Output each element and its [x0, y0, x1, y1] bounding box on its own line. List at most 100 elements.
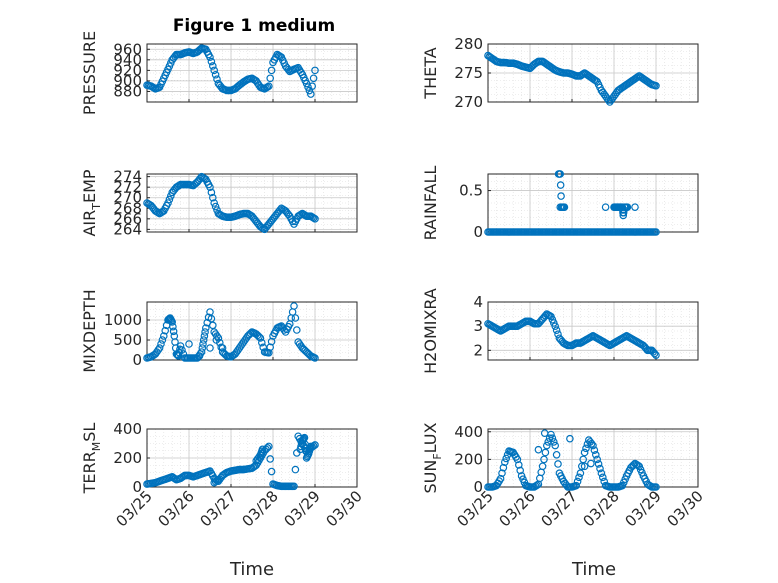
- data-point: [559, 203, 568, 211]
- data-point: [169, 474, 178, 482]
- axes-box: [146, 301, 358, 361]
- x-tick-label: 03/29: [622, 487, 665, 530]
- data-point: [309, 214, 318, 222]
- data-point: [175, 50, 184, 59]
- data-point: [297, 442, 305, 451]
- data-point: [576, 469, 585, 477]
- data-point: [253, 331, 262, 340]
- data-point: [527, 63, 536, 71]
- x-tick-label: 03/29: [281, 487, 324, 530]
- data-point: [204, 180, 213, 189]
- data-point: [545, 434, 554, 443]
- data-point: [591, 450, 600, 459]
- data-point: [580, 448, 589, 457]
- data-point: [183, 48, 192, 57]
- data-point: [495, 326, 504, 334]
- data-point: [502, 454, 511, 463]
- data-point: [262, 223, 270, 232]
- y-tick-label: 880: [113, 82, 142, 100]
- data-point: [179, 180, 188, 189]
- data-point: [611, 90, 620, 99]
- y-tick-label: 3: [473, 317, 483, 335]
- data-point: [297, 439, 306, 448]
- data-point: [562, 69, 571, 77]
- data-point: [199, 340, 207, 348]
- data-point: [267, 467, 276, 476]
- data-point: [169, 186, 178, 195]
- data-point: [621, 332, 630, 341]
- data-point: [232, 348, 241, 356]
- data-point: [612, 483, 621, 491]
- data-point: [290, 302, 298, 310]
- data-point: [291, 465, 300, 474]
- data-point: [210, 199, 219, 207]
- data-point: [650, 483, 659, 491]
- data-point: [209, 193, 217, 202]
- data-point: [306, 445, 314, 453]
- data-point: [587, 439, 596, 448]
- data-point: [650, 349, 659, 358]
- data-point: [292, 449, 301, 457]
- data-point: [238, 210, 247, 218]
- data-point: [267, 66, 276, 75]
- data-point: [183, 354, 192, 362]
- data-point: [262, 84, 270, 92]
- data-point: [551, 441, 560, 450]
- data-point: [200, 332, 209, 340]
- y-axis-label: H2OMIXRA: [421, 288, 440, 374]
- data-point: [573, 477, 582, 486]
- data-point: [570, 71, 579, 80]
- x-tick-label: 03/28: [239, 487, 282, 530]
- data-point: [146, 479, 154, 488]
- data-point: [210, 66, 219, 75]
- data-point: [566, 434, 574, 443]
- data-point: [590, 75, 599, 84]
- data-point: [604, 482, 613, 491]
- data-point: [500, 458, 509, 466]
- data-point: [631, 203, 639, 211]
- data-point: [512, 453, 520, 461]
- panel-7: 020040003/2503/2603/2703/2803/2903/30SUN…: [421, 422, 707, 530]
- data-point: [202, 324, 210, 332]
- data-point: [295, 340, 304, 348]
- data-point: [148, 352, 157, 360]
- data-point: [594, 460, 603, 468]
- x-tick-label: 03/28: [580, 487, 623, 530]
- data-point: [587, 332, 596, 341]
- data-point: [154, 346, 163, 354]
- data-point: [561, 479, 569, 488]
- data-point: [650, 228, 659, 236]
- data-point: [188, 354, 196, 362]
- data-point: [593, 455, 602, 464]
- data-point: [309, 353, 318, 362]
- data-point: [495, 228, 504, 236]
- data-point: [217, 343, 226, 352]
- data-point: [308, 82, 317, 90]
- data-point: [188, 49, 196, 57]
- data-point: [540, 455, 548, 464]
- data-point: [619, 211, 628, 220]
- data-point: [169, 322, 177, 331]
- data-point: [514, 461, 523, 469]
- y-tick-label: 266: [113, 210, 142, 228]
- data-point: [555, 170, 564, 178]
- data-point: [601, 203, 610, 211]
- data-point: [276, 482, 284, 490]
- data-point: [237, 342, 245, 350]
- data-point: [207, 188, 216, 197]
- data-point: [552, 326, 561, 334]
- panel-3: 0 0.5 RAINFALL: [421, 166, 699, 241]
- data-point: [586, 438, 595, 446]
- y-tick-label: 1000: [104, 311, 142, 329]
- data-point: [280, 482, 289, 491]
- data-point: [507, 59, 516, 67]
- data-point: [499, 58, 508, 67]
- data-point: [209, 62, 217, 70]
- data-point: [632, 460, 641, 469]
- data-point: [209, 321, 217, 330]
- y-tick-label: 200: [113, 449, 142, 467]
- data-point: [201, 328, 209, 336]
- y-tick-label: 264: [113, 220, 142, 238]
- y-tick-label: 0: [132, 351, 142, 369]
- data-point: [541, 448, 550, 457]
